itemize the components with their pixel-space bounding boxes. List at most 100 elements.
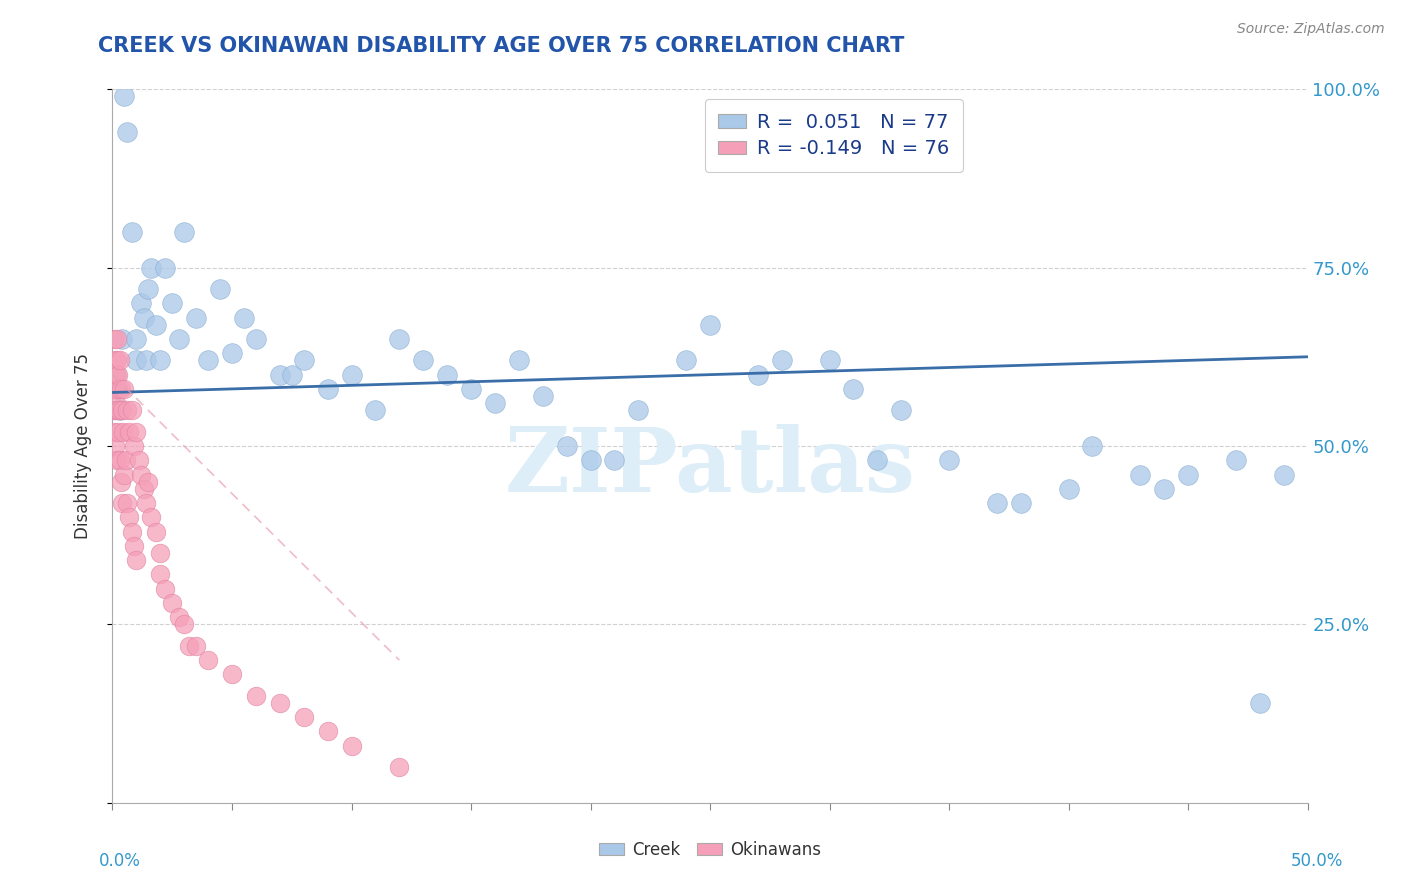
Point: [153, 582, 176, 596]
Point: [114, 453, 136, 467]
Point: [508, 353, 530, 368]
Point: [866, 453, 889, 467]
Legend: Creek, Okinawans: Creek, Okinawans: [592, 835, 828, 866]
Point: [436, 368, 458, 382]
Point: [103, 332, 125, 346]
Point: [132, 482, 155, 496]
Point: [132, 310, 155, 325]
Point: [139, 260, 162, 275]
Point: [627, 403, 650, 417]
Point: [115, 125, 138, 139]
Point: [1010, 496, 1032, 510]
Point: [107, 425, 129, 439]
Point: [107, 382, 129, 396]
Point: [169, 332, 191, 346]
Point: [197, 653, 219, 667]
Point: [177, 639, 200, 653]
Point: [173, 225, 195, 239]
Point: [111, 332, 134, 346]
Point: [129, 296, 152, 310]
Point: [139, 510, 162, 524]
Point: [197, 353, 219, 368]
Point: [145, 524, 167, 539]
Point: [281, 368, 304, 382]
Point: [149, 546, 172, 560]
Point: [388, 760, 411, 774]
Point: [104, 403, 127, 417]
Point: [233, 310, 256, 325]
Point: [128, 453, 150, 467]
Point: [169, 610, 191, 624]
Point: [121, 403, 143, 417]
Point: [1081, 439, 1104, 453]
Text: 0.0%: 0.0%: [98, 852, 141, 870]
Point: [125, 425, 148, 439]
Point: [135, 496, 157, 510]
Point: [531, 389, 554, 403]
Point: [162, 296, 183, 310]
Point: [114, 89, 135, 103]
Point: [316, 382, 339, 396]
Point: [108, 403, 131, 417]
Point: [108, 353, 131, 368]
Point: [770, 353, 793, 368]
Point: [603, 453, 626, 467]
Point: [269, 696, 291, 710]
Point: [122, 439, 145, 453]
Text: 50.0%: 50.0%: [1291, 852, 1343, 870]
Point: [115, 403, 138, 417]
Point: [747, 368, 769, 382]
Point: [221, 667, 243, 681]
Point: [579, 453, 602, 467]
Point: [1272, 467, 1295, 482]
Point: [340, 368, 363, 382]
Point: [138, 282, 160, 296]
Point: [153, 260, 176, 275]
Point: [675, 353, 697, 368]
Point: [245, 332, 267, 346]
Point: [1177, 467, 1199, 482]
Point: [107, 368, 129, 382]
Point: [118, 510, 141, 524]
Point: [125, 332, 148, 346]
Point: [105, 382, 128, 396]
Point: [186, 310, 208, 325]
Point: [111, 496, 134, 510]
Point: [104, 382, 127, 396]
Point: [269, 368, 291, 382]
Point: [986, 496, 1008, 510]
Point: [135, 353, 157, 368]
Point: [484, 396, 506, 410]
Point: [388, 332, 411, 346]
Point: [1129, 467, 1152, 482]
Point: [105, 453, 128, 467]
Point: [105, 368, 128, 382]
Point: [412, 353, 434, 368]
Point: [149, 567, 172, 582]
Point: [173, 617, 195, 632]
Y-axis label: Disability Age Over 75: Disability Age Over 75: [73, 353, 91, 539]
Point: [114, 382, 135, 396]
Point: [890, 403, 912, 417]
Point: [149, 353, 172, 368]
Point: [121, 225, 143, 239]
Point: [111, 403, 134, 417]
Point: [1057, 482, 1080, 496]
Point: [245, 689, 267, 703]
Point: [103, 368, 125, 382]
Point: [340, 739, 363, 753]
Point: [108, 403, 131, 417]
Point: [938, 453, 960, 467]
Text: ZIPatlas: ZIPatlas: [505, 424, 915, 511]
Point: [292, 353, 315, 368]
Point: [110, 382, 132, 396]
Point: [121, 524, 143, 539]
Point: [115, 496, 138, 510]
Point: [108, 453, 131, 467]
Point: [110, 475, 132, 489]
Point: [699, 318, 721, 332]
Text: CREEK VS OKINAWAN DISABILITY AGE OVER 75 CORRELATION CHART: CREEK VS OKINAWAN DISABILITY AGE OVER 75…: [98, 36, 905, 55]
Point: [364, 403, 387, 417]
Text: Source: ZipAtlas.com: Source: ZipAtlas.com: [1237, 22, 1385, 37]
Point: [221, 346, 243, 360]
